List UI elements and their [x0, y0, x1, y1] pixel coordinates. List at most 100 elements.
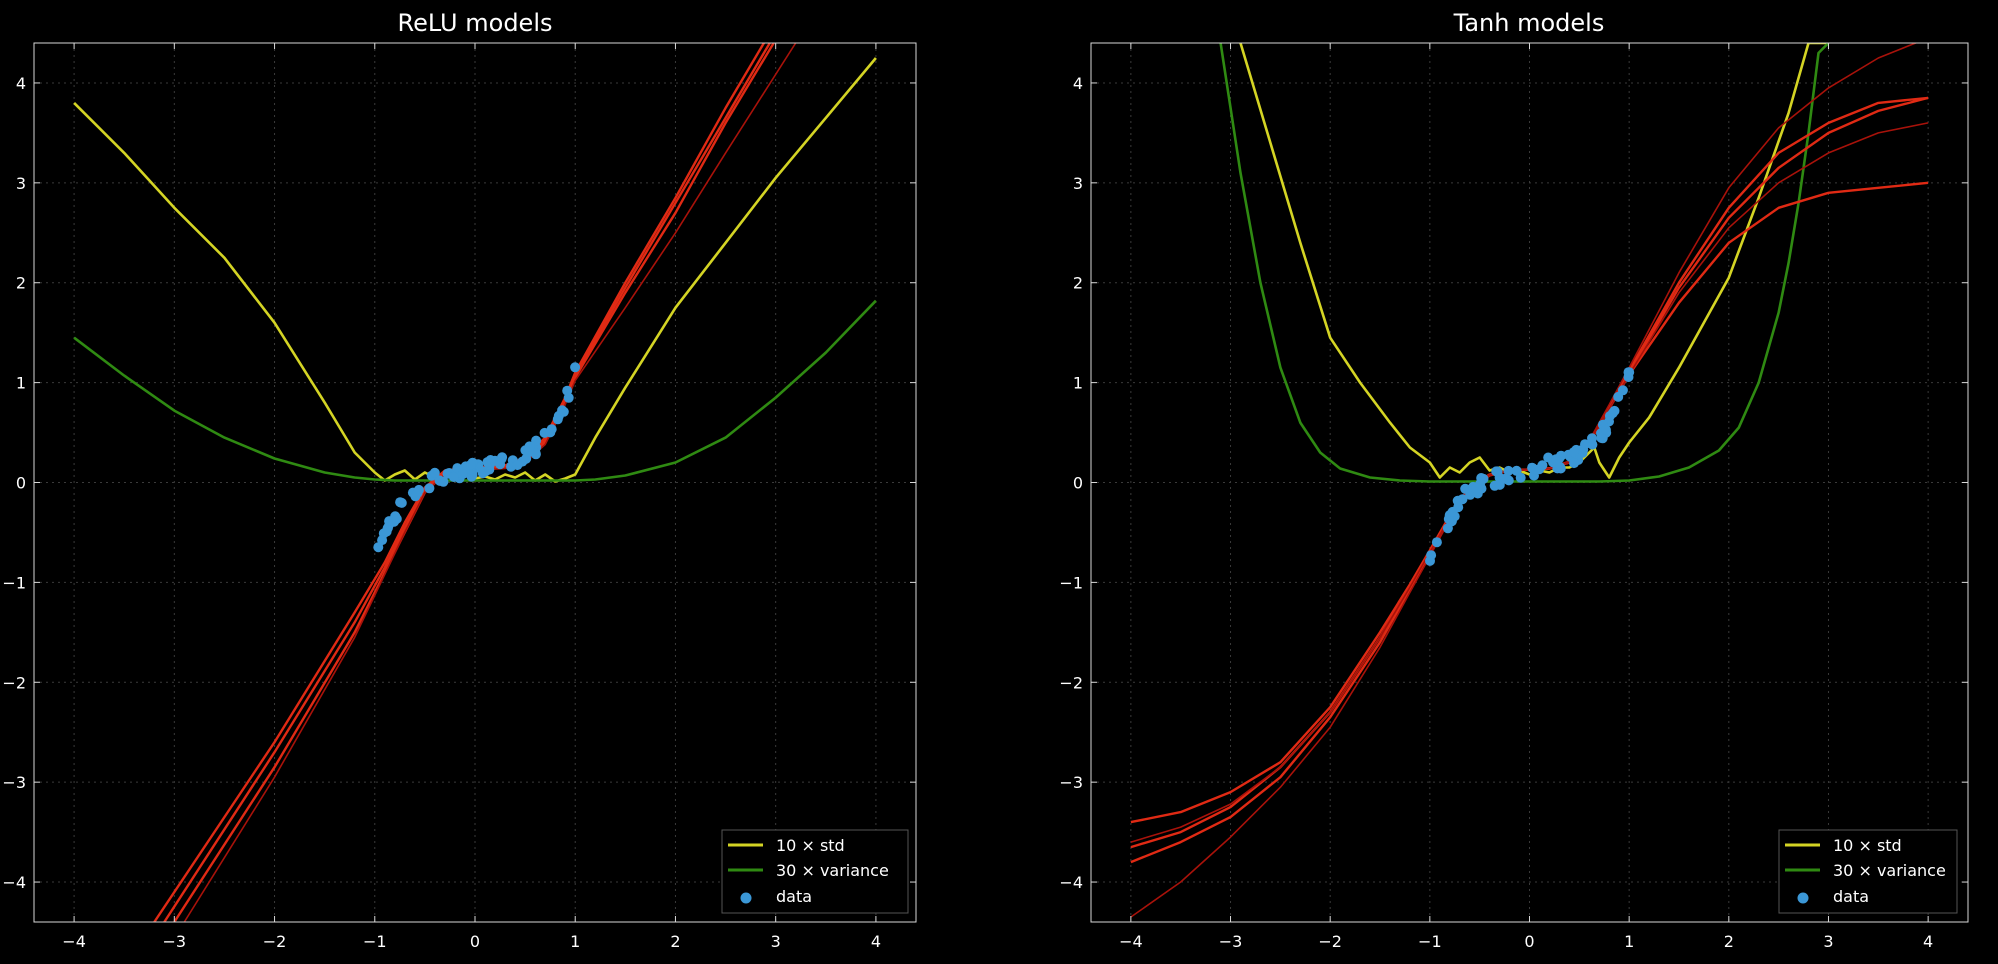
tanh-data-point — [1568, 447, 1579, 458]
tanh-ytick-label: −2 — [1059, 673, 1083, 692]
tanh-data-point — [1607, 408, 1618, 419]
relu-ytick-label: 3 — [16, 174, 26, 193]
tanh-data-point — [1475, 479, 1485, 490]
relu-data-point — [512, 460, 523, 471]
tanh-data-point — [1551, 454, 1562, 465]
tanh-data-point — [1537, 460, 1548, 471]
relu-legend-variance-label: 30 × variance — [776, 861, 889, 880]
relu-xtick-label: −1 — [363, 932, 387, 951]
tanh-xtick-label: 0 — [1524, 932, 1534, 951]
tanh-ytick-label: 3 — [1073, 174, 1083, 193]
tanh-xtick-label: −4 — [1119, 932, 1143, 951]
relu-legend: 10 × std 30 × variance data — [721, 829, 909, 914]
tanh-xtick-label: 1 — [1624, 932, 1634, 951]
tanh-data-point — [1447, 506, 1458, 517]
relu-data-point — [552, 414, 563, 425]
tanh-data-point — [1503, 465, 1514, 476]
relu-xtick-label: 4 — [871, 932, 881, 951]
tanh-legend-std-label: 10 × std — [1833, 836, 1902, 855]
tanh-xtick-label: −3 — [1219, 932, 1243, 951]
tanh-data-point — [1555, 462, 1566, 472]
relu-grid — [34, 43, 916, 922]
relu-chart-title: ReLU models — [398, 9, 553, 37]
relu-xtick-label: −3 — [163, 932, 187, 951]
relu-data-point — [438, 476, 449, 487]
tanh-variance-line — [1219, 43, 1830, 483]
tanh-data-point — [1500, 473, 1511, 484]
relu-data-point — [424, 483, 435, 494]
relu-scatter — [373, 362, 581, 553]
relu-xtick-label: −4 — [62, 932, 86, 951]
tanh-data-point — [1596, 433, 1607, 443]
tanh-data-point — [1452, 495, 1463, 506]
relu-axes: −4 −3 −2 −1 0 1 2 3 4 −4 −3 −2 −1 0 1 2 3 4 — [2, 42, 917, 951]
tanh-data-point — [1569, 458, 1579, 469]
relu-data-point — [381, 526, 392, 537]
tanh-legend-variance-label: 30 × variance — [1833, 861, 1946, 880]
tanh-data-point — [1613, 391, 1624, 402]
relu-xtick-label: 2 — [670, 932, 680, 951]
relu-data-point — [457, 469, 468, 480]
relu-data-point — [524, 441, 535, 452]
tanh-xtick-label: −1 — [1418, 932, 1442, 951]
relu-xtick-label: 1 — [570, 932, 580, 951]
relu-data-point — [546, 424, 557, 435]
relu-data-point — [391, 513, 402, 524]
relu-data-point — [497, 452, 508, 463]
relu-xtick-label: −2 — [263, 932, 287, 951]
relu-ytick-label: −2 — [2, 673, 26, 692]
relu-model-line-5 — [183, 43, 797, 922]
relu-xtick-label: 3 — [771, 932, 781, 951]
relu-ytick-label: 4 — [16, 74, 26, 93]
tanh-data-point — [1600, 424, 1611, 435]
relu-data-point — [562, 385, 573, 396]
relu-xtick-label: 0 — [470, 932, 480, 951]
relu-data-point — [557, 405, 568, 416]
relu-data-point — [429, 467, 440, 478]
tanh-data-point — [1515, 472, 1526, 483]
relu-data-point — [531, 435, 542, 446]
relu-data-point — [466, 471, 477, 482]
tanh-ytick-label: −1 — [1059, 573, 1083, 592]
relu-panel: ReLU models −4 −3 −2 −1 0 1 2 3 4 −4 −3 −2 −1 0 1 2 3 4 1… — [2, 9, 917, 951]
relu-data-point — [448, 472, 459, 482]
tanh-xtick-label: 2 — [1724, 932, 1734, 951]
relu-ytick-label: 0 — [16, 474, 26, 493]
tanh-data-point — [1587, 433, 1597, 444]
tanh-xtick-label: 4 — [1923, 932, 1933, 951]
relu-legend-std-label: 10 × std — [776, 836, 845, 855]
relu-legend-data-label: data — [776, 887, 812, 906]
tanh-data-point — [1491, 466, 1502, 477]
relu-data-point — [377, 535, 388, 546]
relu-variance-line — [73, 299, 877, 482]
tanh-data-point — [1426, 550, 1437, 561]
tanh-ytick-label: 4 — [1073, 74, 1083, 93]
relu-data-point — [395, 497, 406, 508]
relu-model-line-4 — [173, 43, 776, 922]
relu-ytick-label: 2 — [16, 274, 26, 293]
relu-ytick-label: −3 — [2, 773, 26, 792]
tanh-ytick-label: 1 — [1073, 374, 1083, 393]
tanh-ytick-label: −4 — [1059, 873, 1083, 892]
relu-data-point — [570, 362, 581, 373]
relu-ytick-label: 1 — [16, 374, 26, 393]
tanh-axes: −4 −3 −2 −1 0 1 2 3 4 −4 −3 −2 −1 0 1 2 3 4 — [1059, 42, 1969, 951]
relu-ytick-label: −1 — [2, 573, 26, 592]
tanh-xtick-label: 3 — [1823, 932, 1833, 951]
tanh-data-point — [1431, 537, 1442, 548]
tanh-chart-title: Tanh models — [1453, 9, 1605, 37]
tanh-xtick-label: −2 — [1318, 932, 1342, 951]
relu-ytick-label: −4 — [2, 873, 26, 892]
tanh-ytick-label: −3 — [1059, 773, 1083, 792]
tanh-data-point — [1624, 367, 1635, 378]
relu-data-point — [482, 457, 493, 468]
tanh-ytick-label: 0 — [1073, 474, 1083, 493]
tanh-panel: Tanh models −4 −3 −2 −1 0 1 2 3 4 −4 −3 −2 −1 0 1 2 3 4 1… — [1059, 9, 1969, 951]
relu-data-point — [466, 459, 476, 470]
tanh-scatter — [1425, 367, 1635, 566]
relu-data-point — [384, 516, 395, 527]
tanh-ytick-label: 2 — [1073, 274, 1083, 293]
tanh-legend-data-label: data — [1833, 887, 1869, 906]
